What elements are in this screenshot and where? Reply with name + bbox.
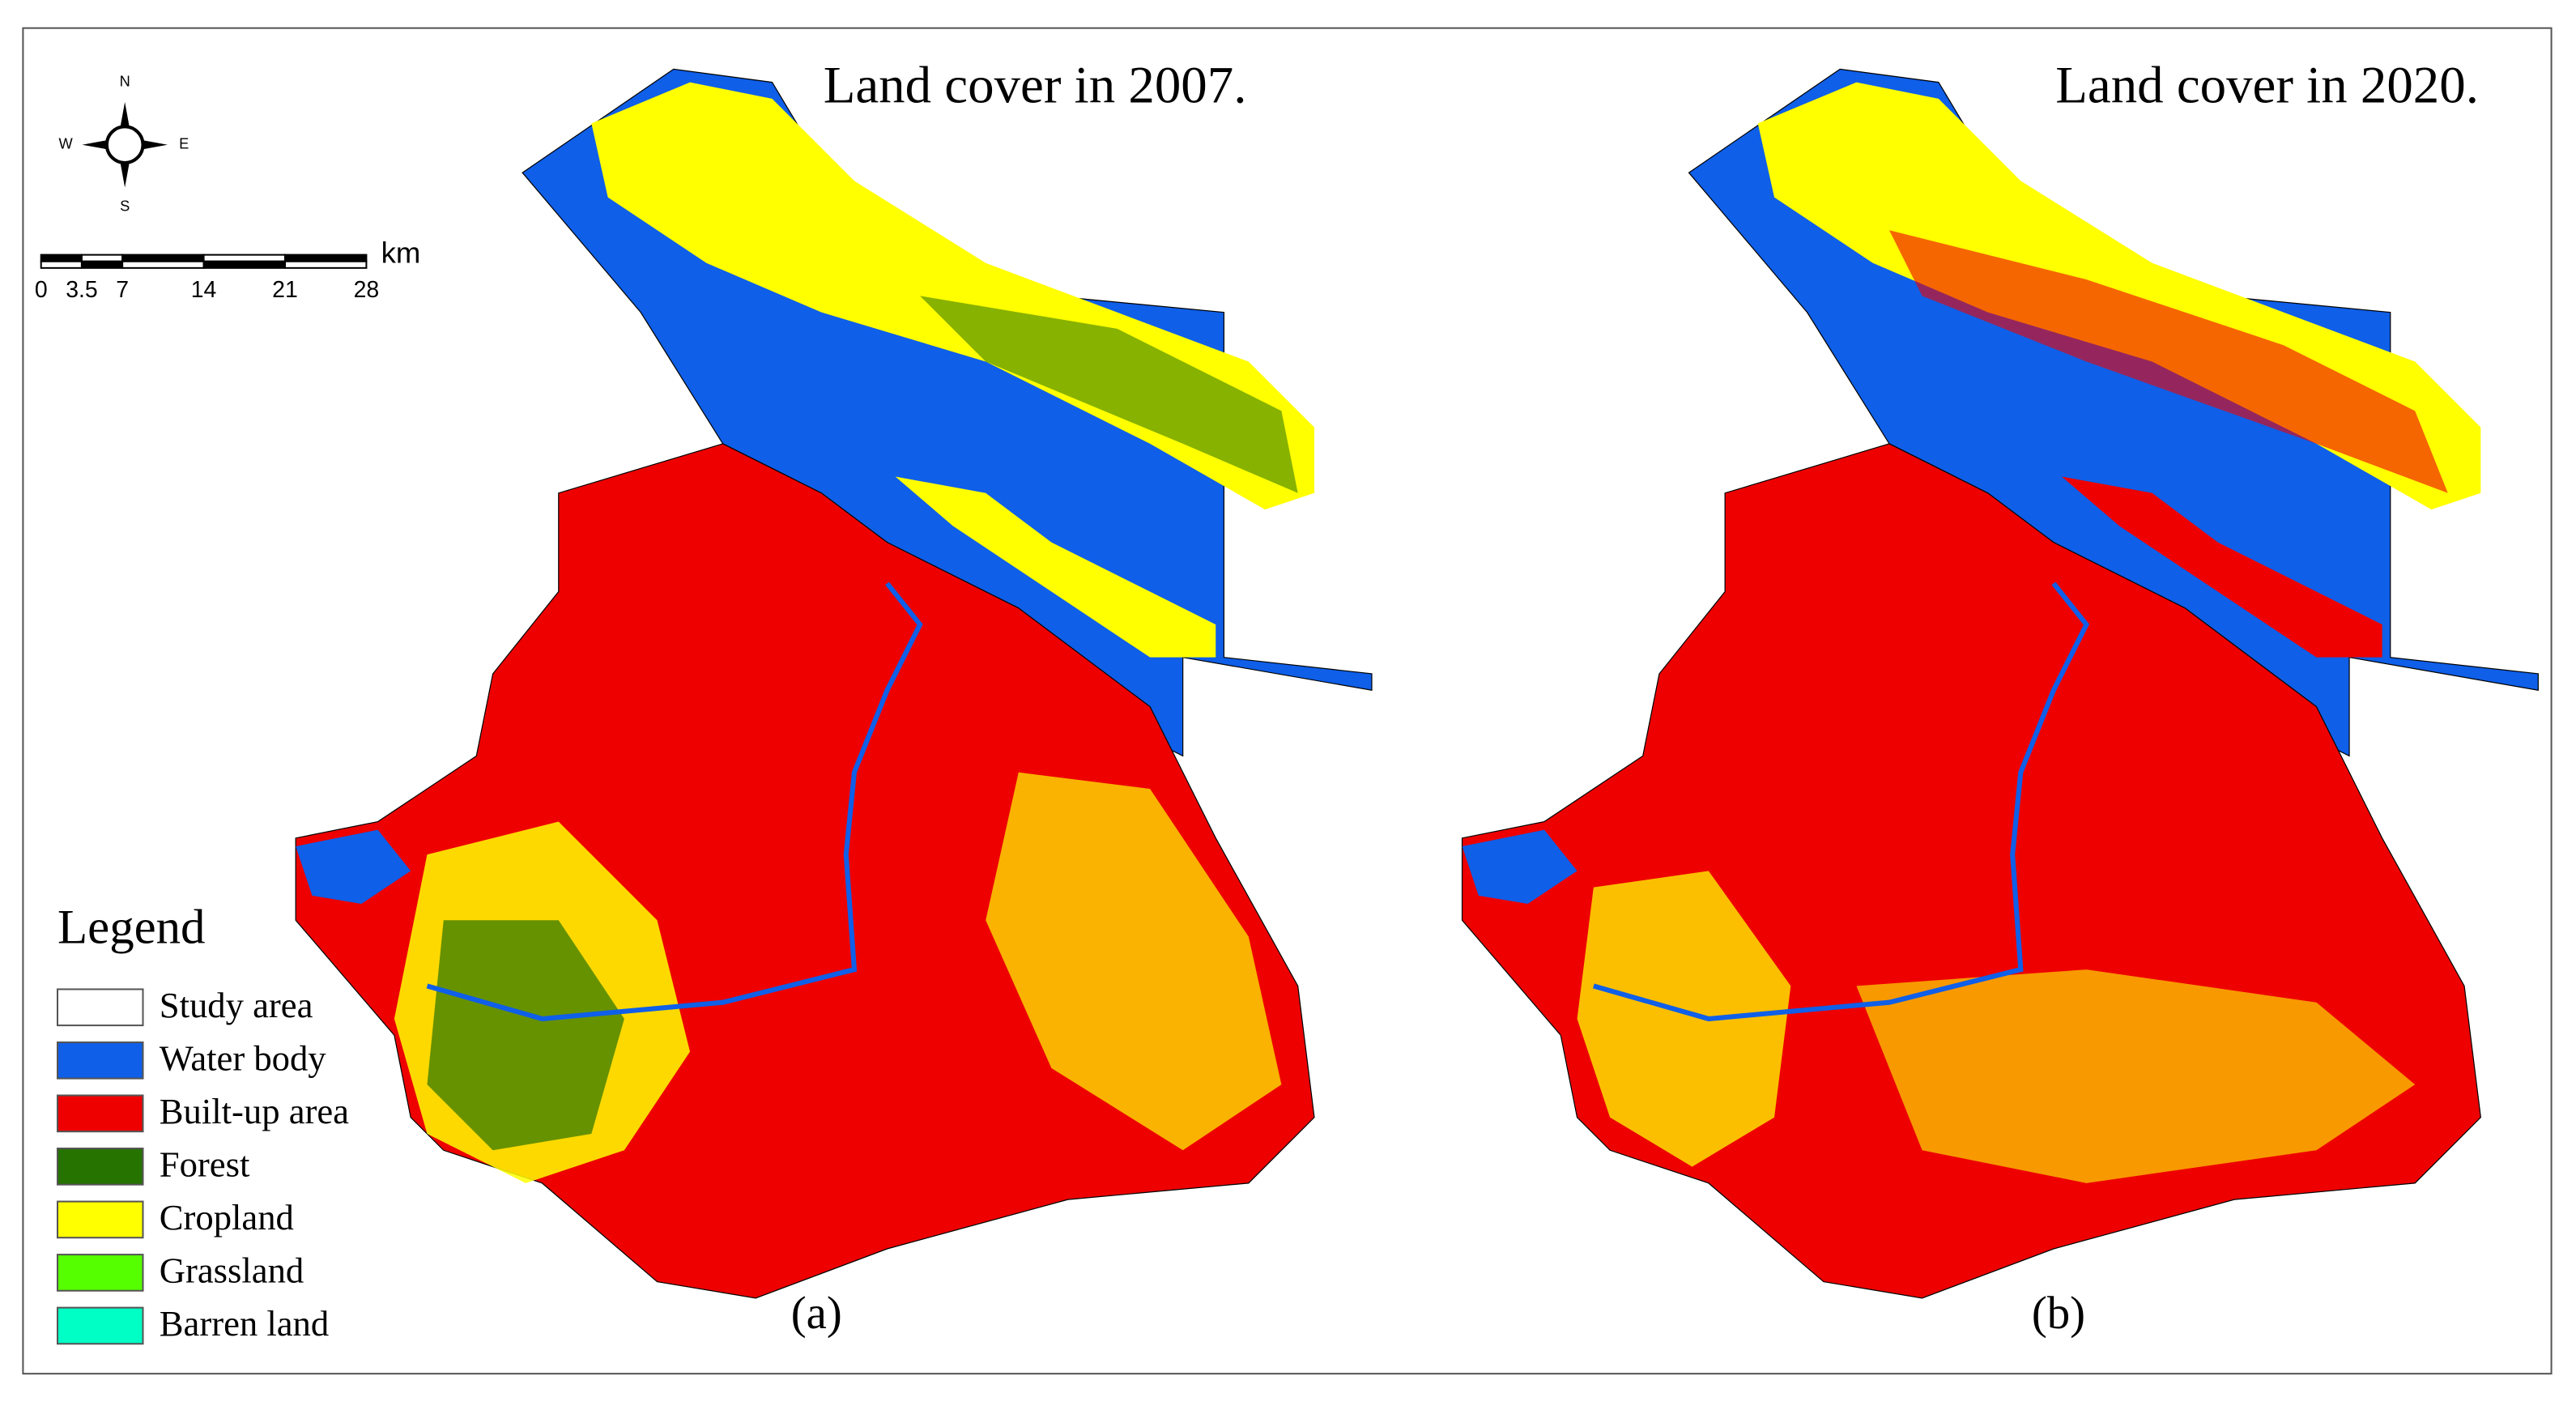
scale-segment	[202, 253, 286, 262]
map-2020	[1461, 68, 2539, 1299]
panel-label: (a)	[791, 1288, 842, 1339]
sandbar	[895, 476, 1216, 658]
legend-swatch	[56, 1200, 144, 1239]
scale-unit: km	[381, 236, 421, 269]
legend-label: Cropland	[160, 1197, 294, 1237]
compass-label: S	[120, 198, 130, 215]
scale-tick-label: 7	[116, 277, 129, 303]
legend-swatch	[56, 1094, 144, 1133]
compass-label: W	[59, 135, 74, 152]
island-built	[1889, 230, 2448, 493]
scale-segment	[283, 260, 368, 269]
lake	[1462, 829, 1578, 904]
map-title: Land cover in 2007.	[824, 57, 1247, 115]
legend-label: Water body	[160, 1038, 327, 1079]
legend-swatch	[56, 1041, 144, 1080]
compass-label: N	[120, 72, 130, 89]
legend: Study area Water body Built-up area Forest C…	[56, 985, 349, 1345]
scale-tick-label: 14	[191, 277, 217, 303]
scale-segment	[40, 260, 83, 269]
legend-swatch	[56, 1148, 144, 1186]
sandbar	[2062, 476, 2382, 658]
lake	[296, 829, 411, 904]
scale-tick-label: 0	[35, 277, 48, 303]
map-title: Land cover in 2020.	[2055, 57, 2479, 115]
legend-label: Forest	[160, 1144, 250, 1185]
scale-bar: 0 3.5 7 14 21 28	[35, 253, 380, 303]
river	[1593, 581, 2090, 1022]
compass: N S W E	[59, 72, 189, 214]
cropland-east	[986, 772, 1282, 1151]
scale-segment	[283, 253, 368, 262]
island-forest	[920, 296, 1298, 493]
scale-segment	[121, 253, 205, 262]
scale-segment	[80, 253, 124, 262]
river	[426, 581, 923, 1022]
legend-swatch	[56, 988, 144, 1027]
legend-swatch	[56, 1254, 144, 1292]
compass-label: E	[179, 135, 189, 152]
scale-segment	[80, 260, 124, 269]
scale-segment	[202, 260, 286, 269]
legend-label: Barren land	[160, 1303, 329, 1344]
legend-label: Built-up area	[160, 1091, 349, 1131]
map-2007	[295, 68, 1373, 1299]
legend-label: Grassland	[160, 1250, 304, 1291]
forest-patch	[427, 920, 624, 1151]
scale-tick-label: 21	[272, 277, 298, 303]
scale-tick-label: 28	[354, 277, 380, 303]
legend-swatch	[56, 1306, 144, 1345]
legend-title: Legend	[57, 900, 206, 954]
scale-tick-label: 3.5	[66, 277, 97, 303]
cropland-south	[1856, 969, 2416, 1183]
scale-segment	[121, 260, 205, 269]
cropland-patch	[1577, 871, 1791, 1167]
scale-segment	[40, 253, 83, 262]
panel-label: (b)	[2032, 1288, 2085, 1339]
legend-label: Study area	[160, 985, 313, 1025]
